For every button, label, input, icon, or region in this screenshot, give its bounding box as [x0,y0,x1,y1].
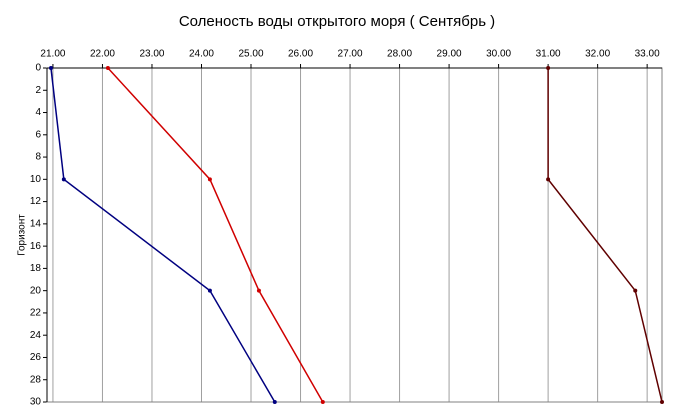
y-tick-label: 8 [35,152,41,163]
y-tick-label: 16 [30,241,42,252]
x-tick-label: 31.00 [536,49,561,60]
x-tick-label: 22.00 [90,49,115,60]
point [660,400,664,404]
y-tick-label: 28 [30,374,42,385]
series-line [547,68,663,403]
point [546,177,551,182]
point [256,288,261,293]
x-tick-label: 28.00 [387,49,412,60]
y-tick-label: 20 [30,285,42,296]
point [272,400,277,404]
x-tick-label: 25.00 [238,49,263,60]
point [633,288,638,293]
y-tick-label: 22 [30,308,42,319]
y-tick-label: 4 [35,107,41,118]
y-tick-label: 12 [30,196,42,207]
x-tick-label: 29.00 [437,49,462,60]
y-tick-label: 30 [30,397,42,408]
x-tick-label: 30.00 [486,49,511,60]
x-tick-label: 21.00 [40,49,65,60]
x-tick-label: 24.00 [189,49,214,60]
y-tick-label: 26 [30,352,42,363]
point [61,177,66,182]
x-tick-label: 26.00 [288,49,313,60]
y-tick-label: 18 [30,263,42,274]
y-tick-label: 24 [30,330,42,341]
x-tick-label: 32.00 [585,49,610,60]
y-tick-label: 14 [30,219,42,230]
series-line [50,67,276,403]
y-tick-label: 10 [30,174,42,185]
point [320,400,325,404]
point [207,177,212,182]
x-tick-label: 33.00 [635,49,660,60]
y-axis-label: Горизонт [17,214,28,256]
x-tick-label: 23.00 [139,49,164,60]
y-tick-label: 2 [35,85,41,96]
point [546,66,551,70]
y-tick-label: 0 [35,63,41,74]
chart-title: Соленость воды открытого моря ( Сентябрь… [179,13,495,30]
point [207,288,212,293]
y-tick-label: 6 [35,129,41,140]
point [105,66,110,70]
x-tick-label: 27.00 [338,49,363,60]
series-line [107,67,324,403]
point [48,66,53,70]
